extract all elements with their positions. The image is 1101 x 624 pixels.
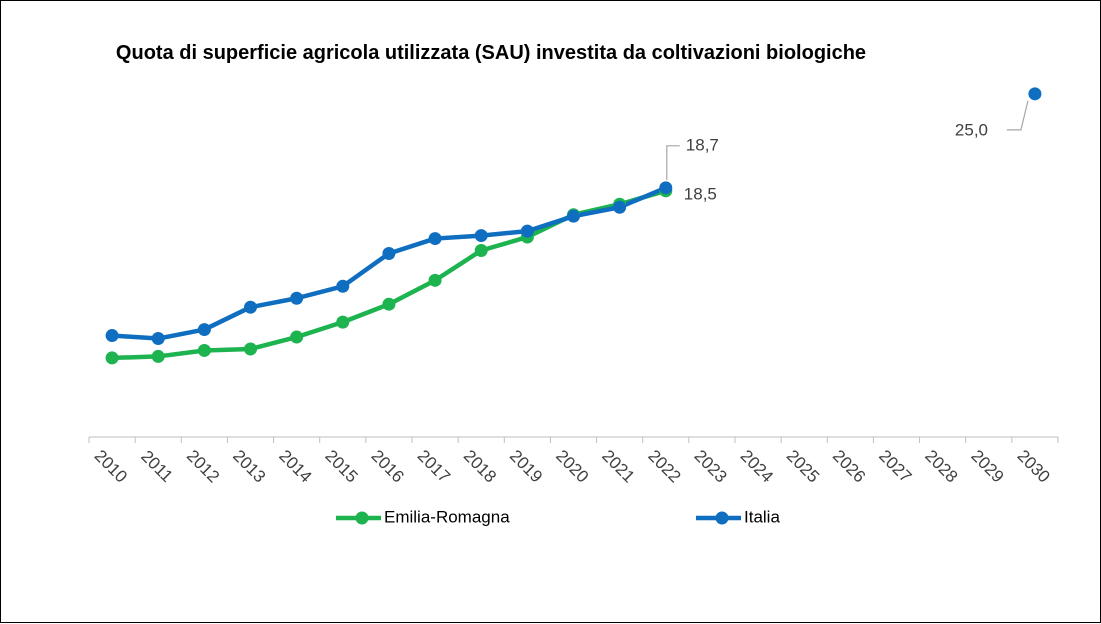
- x-tick-label: 2018: [460, 446, 500, 486]
- x-tick-label: 2013: [229, 446, 269, 486]
- data-point: [428, 232, 442, 246]
- x-tick-label: 2010: [91, 446, 131, 486]
- x-tick-label: 2019: [506, 446, 546, 486]
- data-point: [474, 244, 488, 257]
- x-tick-label: 2029: [967, 446, 1007, 486]
- data-label: 25,0: [955, 120, 988, 139]
- x-tick-label: 2017: [414, 446, 454, 486]
- x-tick-label: 2015: [321, 446, 361, 486]
- data-point: [336, 279, 350, 293]
- data-label: 18,7: [686, 135, 719, 154]
- x-tick-label: 2024: [737, 446, 777, 486]
- data-point: [244, 300, 257, 314]
- leader-line: [666, 145, 680, 180]
- data-point: [244, 342, 257, 356]
- x-tick-label: 2021: [598, 446, 638, 486]
- x-tick-label: 2016: [368, 446, 408, 486]
- data-point: [197, 323, 211, 337]
- x-tick-label: 2011: [137, 447, 176, 486]
- x-tick-label: 2028: [921, 446, 961, 486]
- data-point: [382, 246, 396, 260]
- data-point: [613, 200, 627, 214]
- x-tick-label: 2012: [183, 446, 223, 486]
- x-tick-label: 2020: [552, 446, 592, 486]
- x-tick-label: 2025: [783, 446, 823, 486]
- data-point: [151, 349, 165, 363]
- data-point: [1028, 87, 1042, 101]
- data-point: [105, 329, 119, 343]
- data-point: [520, 224, 534, 238]
- x-tick-label: 2030: [1014, 446, 1054, 486]
- data-point: [659, 181, 673, 195]
- data-point: [567, 209, 580, 223]
- x-tick-label: 2023: [691, 446, 731, 486]
- x-tick-label: 2022: [644, 446, 684, 486]
- legend-label: Emilia-Romagna: [384, 507, 510, 526]
- data-point: [382, 297, 396, 311]
- legend-label: Italia: [744, 507, 780, 526]
- data-point: [336, 315, 350, 329]
- data-point: [290, 291, 304, 305]
- x-tick-label: 2014: [275, 446, 315, 486]
- leader-line: [1006, 100, 1029, 131]
- x-tick-label: 2026: [829, 446, 869, 486]
- chart-title: Quota di superficie agricola utilizzata …: [115, 42, 867, 64]
- data-point: [474, 229, 488, 243]
- data-point: [290, 330, 304, 344]
- data-label: 18,5: [684, 184, 717, 203]
- data-point: [151, 332, 165, 346]
- data-point: [428, 273, 442, 287]
- x-tick-label: 2027: [875, 446, 915, 486]
- legend-marker: [355, 511, 369, 525]
- data-point: [105, 351, 119, 365]
- legend-marker: [715, 511, 729, 525]
- data-point: [197, 343, 211, 357]
